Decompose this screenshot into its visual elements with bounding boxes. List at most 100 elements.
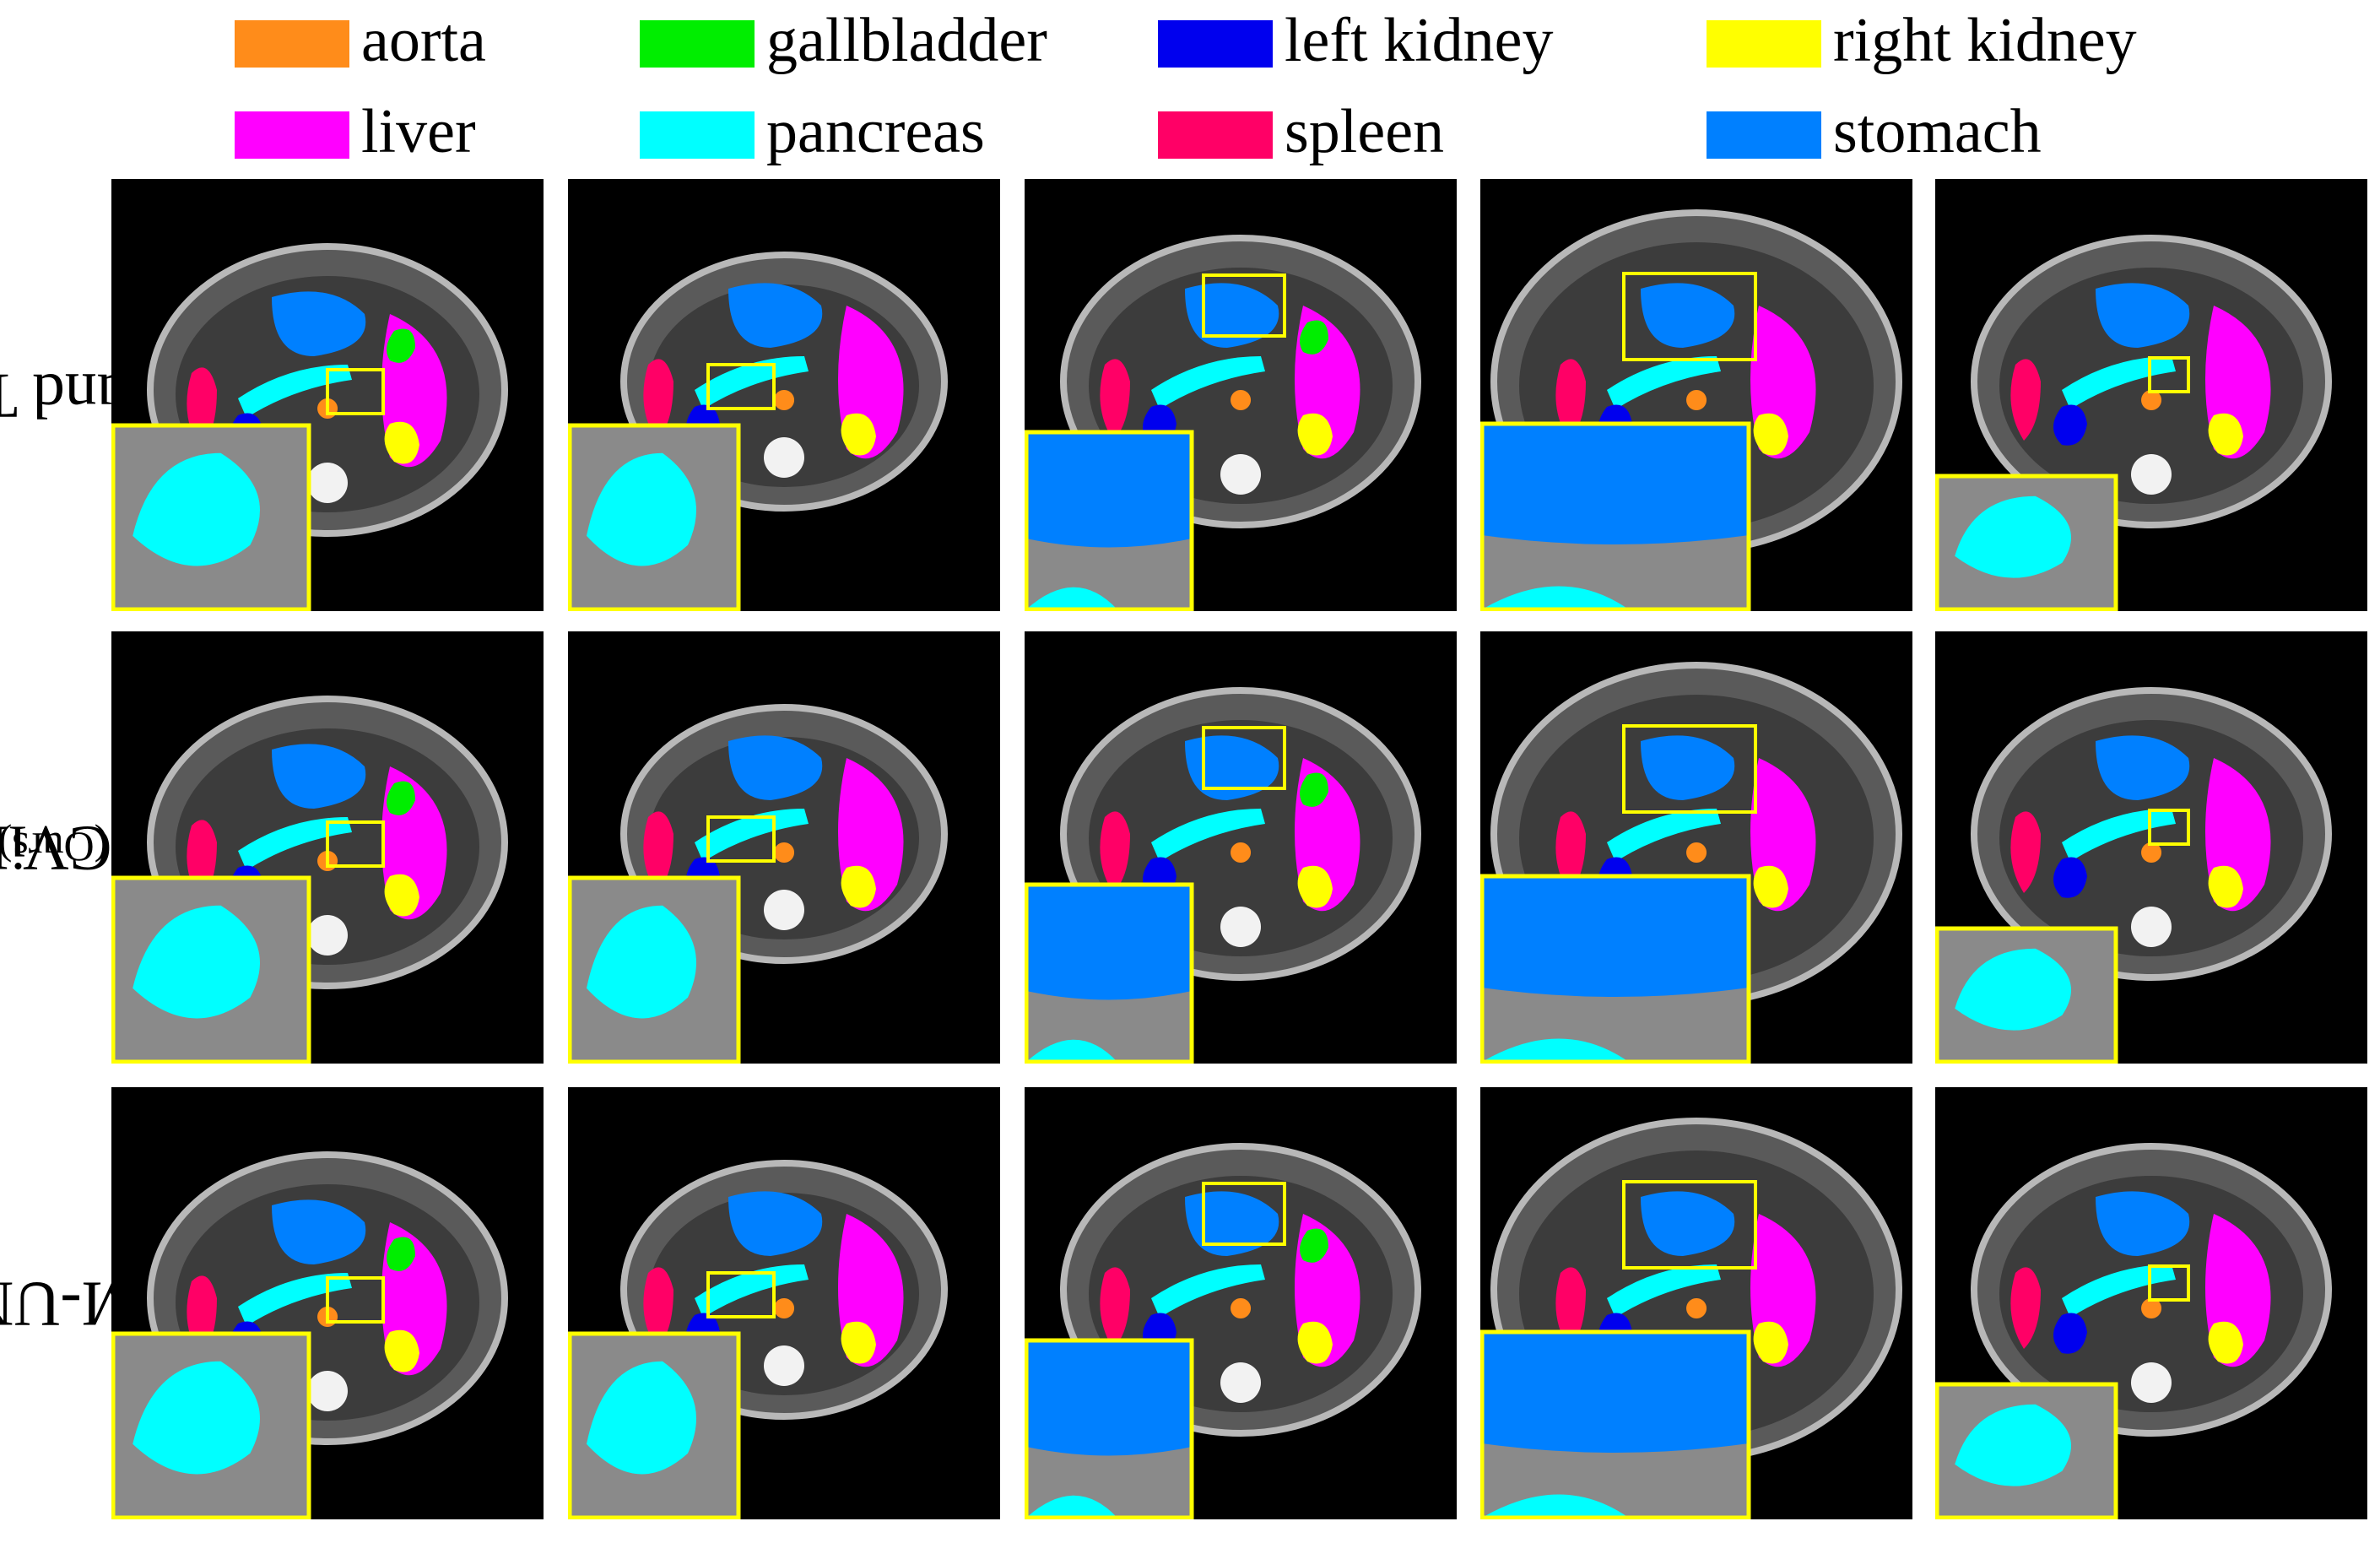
organ-mask-left-kidney bbox=[2053, 857, 2087, 898]
zoom-inset bbox=[1480, 874, 1751, 1064]
ct-slice-image bbox=[1025, 235, 1421, 611]
spine bbox=[1220, 454, 1261, 495]
organ-mask-aorta bbox=[774, 390, 795, 410]
organ-mask-gallbladder bbox=[387, 781, 415, 815]
organ-mask-aorta bbox=[774, 842, 795, 863]
zoom-region-box bbox=[326, 820, 385, 868]
legend: aorta gallbladder left kidney right kidn… bbox=[0, 0, 2380, 169]
ct-slice-image bbox=[1935, 1143, 2332, 1519]
organ-mask-pancreas bbox=[238, 817, 352, 870]
zoom-region-box bbox=[706, 815, 776, 863]
organ-mask-right-kidney bbox=[1753, 865, 1788, 908]
spine bbox=[764, 1345, 804, 1386]
organ-mask-right-kidney bbox=[1753, 1321, 1788, 1364]
spine bbox=[2131, 1362, 2172, 1403]
organ-mask-aorta bbox=[2141, 842, 2162, 863]
ct-panel-r3-c2 bbox=[568, 1087, 1000, 1519]
ct-slice-image bbox=[568, 1160, 948, 1519]
spine bbox=[2131, 454, 2172, 495]
legend-swatch-stomach bbox=[1707, 111, 1821, 159]
organ-mask-stomach bbox=[272, 1199, 366, 1264]
organ-mask-aorta bbox=[774, 1298, 795, 1318]
zoom-region-box bbox=[1202, 1182, 1286, 1246]
ct-panel-r1-c1 bbox=[111, 179, 544, 611]
organ-mask-right-kidney bbox=[841, 865, 876, 908]
organ-mask-left-kidney bbox=[2053, 1313, 2087, 1354]
row-label-ccvim-suffix: (Ours) bbox=[0, 824, 109, 871]
zoom-region-box bbox=[706, 363, 776, 410]
organ-mask-pancreas bbox=[1607, 1264, 1721, 1318]
organ-mask-spleen bbox=[2010, 811, 2041, 893]
organ-mask-right-kidney bbox=[384, 421, 419, 464]
zoom-inset bbox=[1025, 1338, 1194, 1519]
ct-slice-image bbox=[1480, 1118, 1902, 1519]
zoom-inset bbox=[111, 423, 311, 611]
organ-mask-pancreas bbox=[2062, 809, 2176, 862]
spine bbox=[307, 463, 348, 503]
zoom-region-box bbox=[2148, 809, 2190, 846]
ct-slice-image bbox=[111, 243, 508, 611]
legend-label-spleen: spleen bbox=[1285, 97, 1445, 166]
zoom-region-box bbox=[1622, 1180, 1757, 1270]
legend-label-aorta: aorta bbox=[361, 6, 486, 75]
zoom-inset bbox=[1480, 421, 1751, 611]
ct-panel-r1-c2 bbox=[568, 179, 1000, 611]
row-label-ground-truth: Ground Truth bbox=[0, 179, 229, 611]
ct-slice-image bbox=[1480, 209, 1902, 611]
organ-mask-right-kidney bbox=[1753, 413, 1788, 456]
organ-mask-stomach bbox=[1185, 735, 1279, 800]
organ-mask-spleen bbox=[1555, 359, 1586, 441]
zoom-region-box bbox=[326, 1276, 385, 1324]
zoom-region-box bbox=[1622, 724, 1757, 814]
zoom-inset bbox=[1025, 882, 1194, 1064]
organ-mask-stomach bbox=[1185, 283, 1279, 348]
legend-swatch-pancreas bbox=[640, 111, 755, 159]
zoom-region-box bbox=[326, 368, 385, 415]
spine bbox=[2131, 907, 2172, 947]
legend-label-left-kidney: left kidney bbox=[1285, 6, 1554, 75]
ct-slice-image bbox=[111, 696, 508, 1064]
legend-label-gallbladder: gallbladder bbox=[766, 6, 1047, 75]
zoom-region-box bbox=[2148, 1264, 2190, 1302]
organ-mask-right-kidney bbox=[384, 874, 419, 917]
ct-panel-r1-c4 bbox=[1480, 179, 1912, 611]
organ-mask-pancreas bbox=[695, 356, 809, 409]
organ-mask-stomach bbox=[1641, 1191, 1735, 1256]
organ-mask-aorta bbox=[1231, 842, 1252, 863]
organ-mask-stomach bbox=[728, 1191, 823, 1256]
ct-panel-r3-c1 bbox=[111, 1087, 544, 1519]
zoom-inset bbox=[111, 875, 311, 1064]
ct-panel-r3-c3 bbox=[1025, 1087, 1457, 1519]
organ-mask-pancreas bbox=[695, 809, 809, 862]
ct-panel-r1-c5 bbox=[1935, 179, 2367, 611]
organ-mask-pancreas bbox=[1607, 356, 1721, 409]
organ-mask-aorta bbox=[1686, 1298, 1707, 1318]
zoom-region-box bbox=[1202, 726, 1286, 790]
organ-mask-aorta bbox=[2141, 390, 2162, 410]
legend-label-stomach: stomach bbox=[1833, 97, 2042, 166]
organ-mask-pancreas bbox=[238, 1273, 352, 1326]
organ-mask-spleen bbox=[1100, 1267, 1130, 1349]
organ-mask-pancreas bbox=[238, 365, 352, 418]
spine bbox=[764, 890, 804, 930]
legend-label-pancreas: pancreas bbox=[766, 97, 985, 166]
zoom-inset bbox=[1935, 1382, 2118, 1519]
zoom-inset bbox=[568, 1331, 741, 1519]
legend-swatch-aorta bbox=[235, 20, 349, 68]
organ-mask-right-kidney bbox=[2208, 1321, 2243, 1364]
ct-panel-r2-c4 bbox=[1480, 631, 1912, 1064]
ct-panel-r1-c3 bbox=[1025, 179, 1457, 611]
organ-mask-stomach bbox=[272, 291, 366, 356]
ct-slice-image bbox=[1935, 235, 2332, 611]
organ-mask-gallbladder bbox=[1300, 320, 1328, 355]
organ-mask-spleen bbox=[1555, 811, 1586, 893]
organ-mask-gallbladder bbox=[387, 328, 415, 363]
organ-mask-spleen bbox=[643, 811, 673, 893]
organ-mask-aorta bbox=[1686, 842, 1707, 863]
organ-mask-spleen bbox=[1100, 359, 1130, 441]
organ-mask-pancreas bbox=[695, 1264, 809, 1318]
organ-mask-spleen bbox=[643, 359, 673, 441]
ct-panel-r2-c5 bbox=[1935, 631, 2367, 1064]
spine bbox=[1220, 907, 1261, 947]
organ-mask-spleen bbox=[1555, 1267, 1586, 1349]
